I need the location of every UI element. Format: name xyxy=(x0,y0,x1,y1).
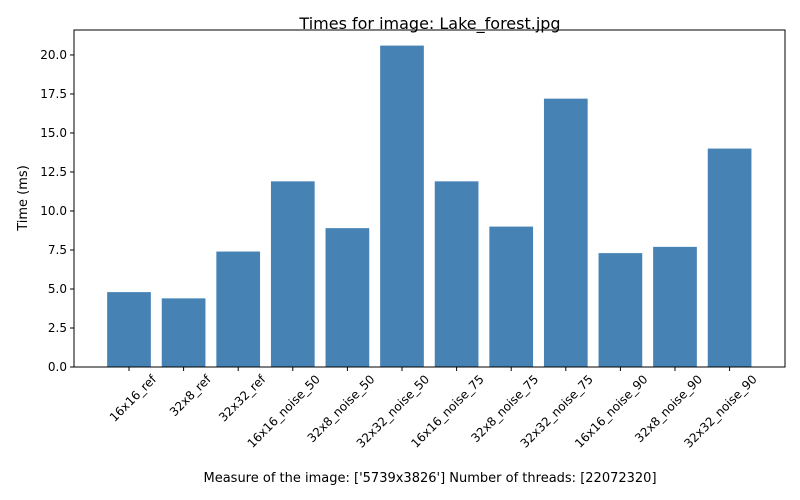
y-axis-label: Time (ms) xyxy=(16,165,31,232)
x-tick-label: 32x8_ref xyxy=(167,372,214,419)
y-tick-label: 15.0 xyxy=(40,126,67,140)
y-tick-label: 5.0 xyxy=(48,282,67,296)
x-tick-label: 16x16_ref xyxy=(107,372,160,425)
bar-32x8_noise_75 xyxy=(489,226,534,367)
bar-32x32_ref xyxy=(216,251,261,367)
bar-16x16_noise_50 xyxy=(270,181,315,367)
bar-16x16_noise_90 xyxy=(598,253,643,367)
y-tick-label: 20.0 xyxy=(40,48,67,62)
x-axis: 16x16_ref 32x8_ref 32x32_ref16x16_noise_50… xyxy=(107,367,760,451)
bar-32x8_noise_50 xyxy=(325,228,370,367)
bar-32x32_noise_90 xyxy=(707,148,752,367)
bar-32x8_noise_90 xyxy=(653,246,697,367)
y-tick-label: 0.0 xyxy=(48,360,67,374)
bar-32x32_noise_75 xyxy=(543,98,588,368)
y-axis: 0.0 2.5 5.0 7.5 10.0 12.5 15.0 17.5 20.0 xyxy=(40,48,74,374)
bar-16x16_ref xyxy=(107,292,151,367)
chart-title: Times for image: Lake_forest.jpg xyxy=(298,14,560,34)
y-tick-label: 2.5 xyxy=(48,321,67,335)
bar-32x32_noise_50 xyxy=(380,45,424,367)
y-tick-label: 10.0 xyxy=(40,204,67,218)
x-axis-label: Measure of the image: ['5739x3826'] Numb… xyxy=(203,471,656,486)
x-tick-label: 32x32_ref xyxy=(216,372,269,425)
bar-16x16_noise_75 xyxy=(434,181,479,367)
bar-32x8_ref xyxy=(161,298,206,367)
bars-group xyxy=(107,45,752,368)
plot-frame xyxy=(73,29,786,368)
y-tick-label: 17.5 xyxy=(40,87,67,101)
y-tick-label: 12.5 xyxy=(40,165,67,179)
y-tick-label: 7.5 xyxy=(48,243,67,257)
